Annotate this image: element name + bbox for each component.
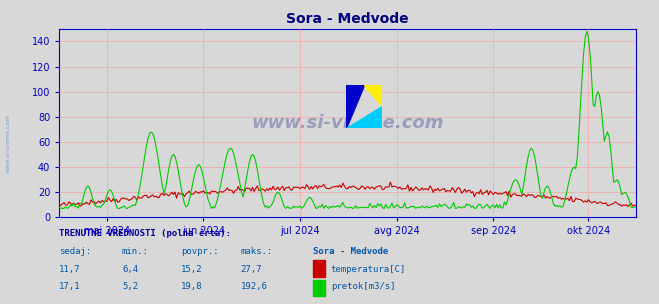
Text: www.si-vreme.com: www.si-vreme.com [251,114,444,132]
Polygon shape [364,85,382,106]
Polygon shape [346,85,364,128]
Text: 5,2: 5,2 [122,282,138,292]
Text: 17,1: 17,1 [59,282,81,292]
Text: temperatura[C]: temperatura[C] [331,265,406,274]
Text: 6,4: 6,4 [122,265,138,274]
Text: 27,7: 27,7 [241,265,262,274]
Text: pretok[m3/s]: pretok[m3/s] [331,282,395,292]
Text: TRENUTNE VREDNOSTI (polna črta):: TRENUTNE VREDNOSTI (polna črta): [59,228,231,238]
Text: min.:: min.: [122,247,149,256]
Text: 11,7: 11,7 [59,265,81,274]
Text: Sora - Medvode: Sora - Medvode [313,247,388,256]
Text: 192,6: 192,6 [241,282,268,292]
Polygon shape [346,85,382,128]
Bar [313,260,325,277]
Bar [313,280,325,296]
Polygon shape [346,106,382,128]
Title: Sora - Medvode: Sora - Medvode [286,12,409,26]
Text: 19,8: 19,8 [181,282,203,292]
Text: maks.:: maks.: [241,247,273,256]
Text: sedaj:: sedaj: [59,247,92,256]
Text: www.si-vreme.com: www.si-vreme.com [5,113,11,173]
Text: povpr.:: povpr.: [181,247,219,256]
Text: 15,2: 15,2 [181,265,203,274]
